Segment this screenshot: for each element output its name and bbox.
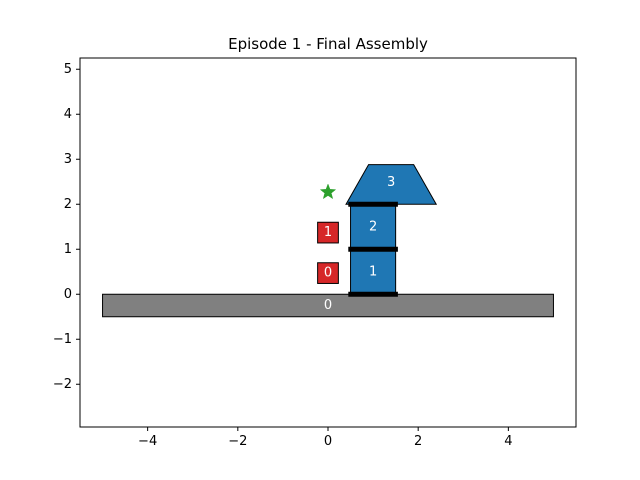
marker-label-0: 0 <box>324 266 332 281</box>
y-tick-label: 0 <box>64 287 72 302</box>
target-star <box>319 183 337 200</box>
y-tick-label: 5 <box>64 62 72 77</box>
shape-layer: 0 1 2 3 0 1 <box>102 164 554 318</box>
x-tick-label: 4 <box>504 434 512 449</box>
ground-label: 0 <box>324 298 332 313</box>
y-tick-label: −2 <box>53 377 72 392</box>
ground-platform <box>102 293 554 318</box>
x-tick-label: 2 <box>414 434 422 449</box>
y-tick-label: 3 <box>64 152 72 167</box>
y-tick-label: 1 <box>64 242 72 257</box>
block-3 <box>345 164 438 205</box>
block-label-3: 3 <box>387 175 395 190</box>
x-tick-label: 0 <box>324 434 332 449</box>
marker-label-1: 1 <box>324 225 332 240</box>
block-label-1: 1 <box>369 264 377 279</box>
marker-0 <box>317 262 339 284</box>
block-label-2: 2 <box>369 219 377 234</box>
y-tick-label: −1 <box>53 332 72 347</box>
x-tick-label: −4 <box>138 434 157 449</box>
x-tick-label: −2 <box>228 434 247 449</box>
y-tick-label: 2 <box>64 197 72 212</box>
block-1 <box>350 248 397 295</box>
chart-title: Episode 1 - Final Assembly <box>228 35 428 53</box>
axes-layer: −4 −2 0 2 4 −2 −1 0 1 2 3 4 5 <box>53 62 513 449</box>
y-tick-label: 4 <box>64 107 72 122</box>
marker-1 <box>317 221 339 244</box>
